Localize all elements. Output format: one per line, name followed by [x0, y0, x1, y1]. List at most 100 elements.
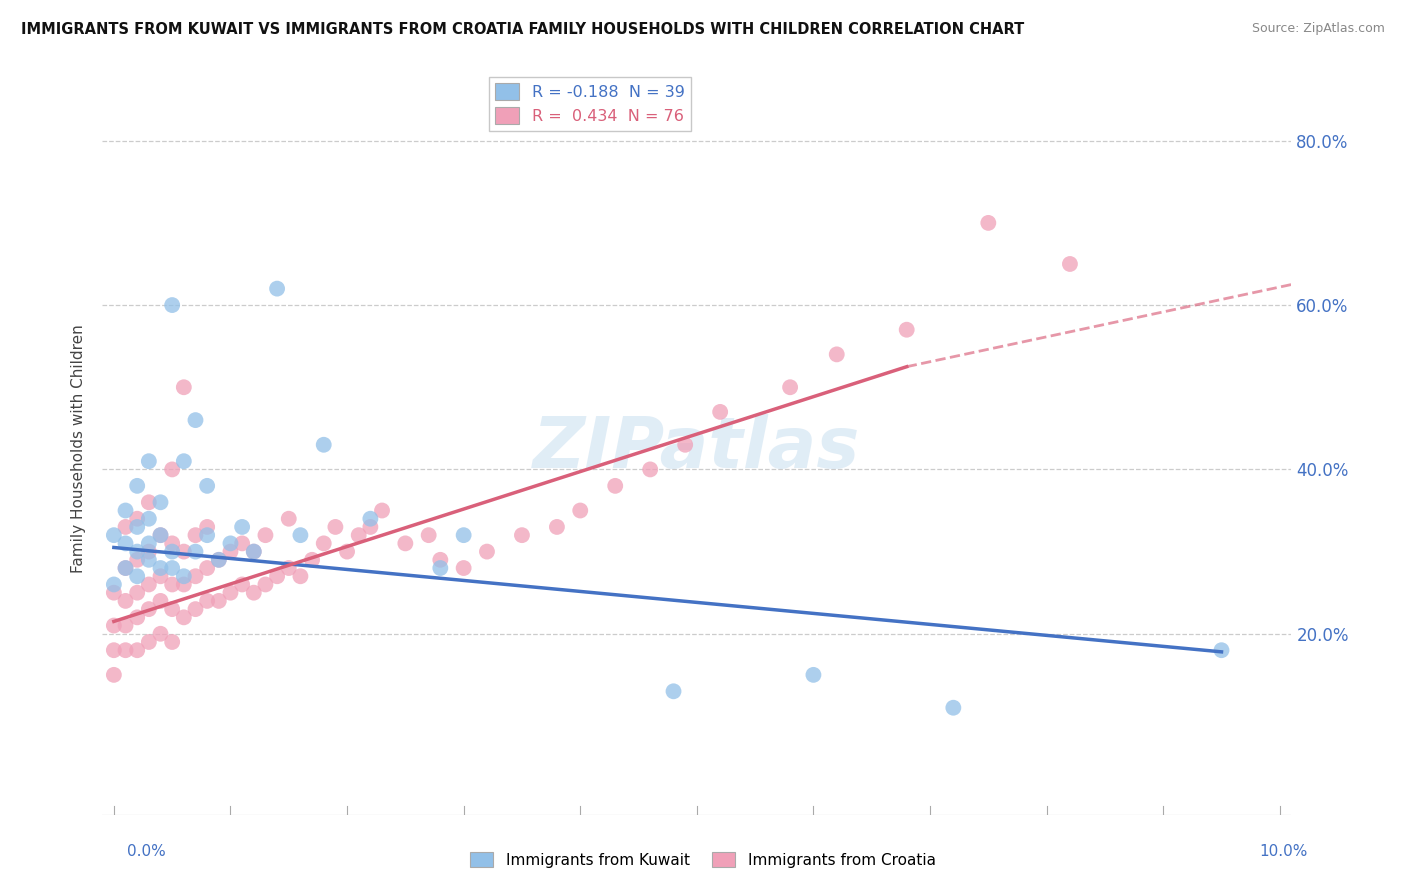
- Point: [114, 643, 136, 657]
- Point: [208, 594, 231, 608]
- Point: [184, 544, 207, 558]
- Point: [195, 479, 218, 493]
- Point: [149, 594, 172, 608]
- Point: [394, 536, 416, 550]
- Point: [103, 618, 125, 632]
- Point: [546, 520, 568, 534]
- Point: [418, 528, 440, 542]
- Point: [127, 520, 149, 534]
- Point: [127, 585, 149, 599]
- Point: [184, 413, 207, 427]
- Point: [254, 577, 277, 591]
- Y-axis label: Family Households with Children: Family Households with Children: [72, 325, 86, 574]
- Point: [277, 512, 299, 526]
- Point: [173, 380, 195, 394]
- Point: [160, 561, 183, 575]
- Point: [290, 528, 312, 542]
- Point: [160, 544, 183, 558]
- Point: [325, 520, 347, 534]
- Point: [475, 544, 498, 558]
- Point: [160, 462, 183, 476]
- Legend: Immigrants from Kuwait, Immigrants from Croatia: Immigrants from Kuwait, Immigrants from …: [464, 846, 942, 873]
- Point: [277, 561, 299, 575]
- Point: [254, 528, 277, 542]
- Point: [942, 700, 965, 714]
- Point: [173, 544, 195, 558]
- Point: [127, 553, 149, 567]
- Point: [195, 520, 218, 534]
- Point: [242, 585, 264, 599]
- Point: [114, 561, 136, 575]
- Point: [138, 553, 160, 567]
- Point: [195, 561, 218, 575]
- Point: [709, 405, 731, 419]
- Point: [569, 503, 592, 517]
- Point: [149, 495, 172, 509]
- Point: [510, 528, 533, 542]
- Point: [219, 536, 242, 550]
- Point: [242, 544, 264, 558]
- Point: [231, 520, 253, 534]
- Point: [138, 602, 160, 616]
- Point: [160, 298, 183, 312]
- Point: [103, 643, 125, 657]
- Point: [266, 282, 288, 296]
- Point: [173, 569, 195, 583]
- Point: [803, 668, 825, 682]
- Point: [114, 536, 136, 550]
- Point: [347, 528, 370, 542]
- Point: [825, 347, 848, 361]
- Point: [138, 512, 160, 526]
- Point: [184, 569, 207, 583]
- Point: [638, 462, 661, 476]
- Point: [453, 528, 475, 542]
- Point: [149, 528, 172, 542]
- Point: [605, 479, 627, 493]
- Point: [242, 544, 264, 558]
- Point: [138, 635, 160, 649]
- Point: [138, 454, 160, 468]
- Point: [662, 684, 685, 698]
- Point: [208, 553, 231, 567]
- Point: [1059, 257, 1081, 271]
- Point: [149, 627, 172, 641]
- Point: [429, 561, 451, 575]
- Point: [359, 520, 381, 534]
- Point: [114, 561, 136, 575]
- Point: [173, 454, 195, 468]
- Point: [195, 528, 218, 542]
- Point: [231, 577, 253, 591]
- Point: [290, 569, 312, 583]
- Point: [138, 544, 160, 558]
- Point: [336, 544, 359, 558]
- Point: [127, 512, 149, 526]
- Point: [127, 479, 149, 493]
- Point: [231, 536, 253, 550]
- Text: IMMIGRANTS FROM KUWAIT VS IMMIGRANTS FROM CROATIA FAMILY HOUSEHOLDS WITH CHILDRE: IMMIGRANTS FROM KUWAIT VS IMMIGRANTS FRO…: [21, 22, 1025, 37]
- Point: [673, 438, 696, 452]
- Point: [127, 643, 149, 657]
- Point: [359, 512, 381, 526]
- Text: 10.0%: 10.0%: [1260, 845, 1308, 859]
- Point: [114, 503, 136, 517]
- Point: [173, 577, 195, 591]
- Point: [896, 323, 918, 337]
- Point: [103, 585, 125, 599]
- Point: [208, 553, 231, 567]
- Point: [103, 668, 125, 682]
- Point: [1211, 643, 1233, 657]
- Point: [266, 569, 288, 583]
- Point: [127, 610, 149, 624]
- Point: [149, 561, 172, 575]
- Point: [149, 569, 172, 583]
- Point: [184, 602, 207, 616]
- Point: [219, 585, 242, 599]
- Point: [429, 553, 451, 567]
- Point: [127, 544, 149, 558]
- Point: [127, 569, 149, 583]
- Text: ZIPatlas: ZIPatlas: [533, 415, 860, 483]
- Point: [160, 635, 183, 649]
- Point: [160, 536, 183, 550]
- Point: [184, 528, 207, 542]
- Text: Source: ZipAtlas.com: Source: ZipAtlas.com: [1251, 22, 1385, 36]
